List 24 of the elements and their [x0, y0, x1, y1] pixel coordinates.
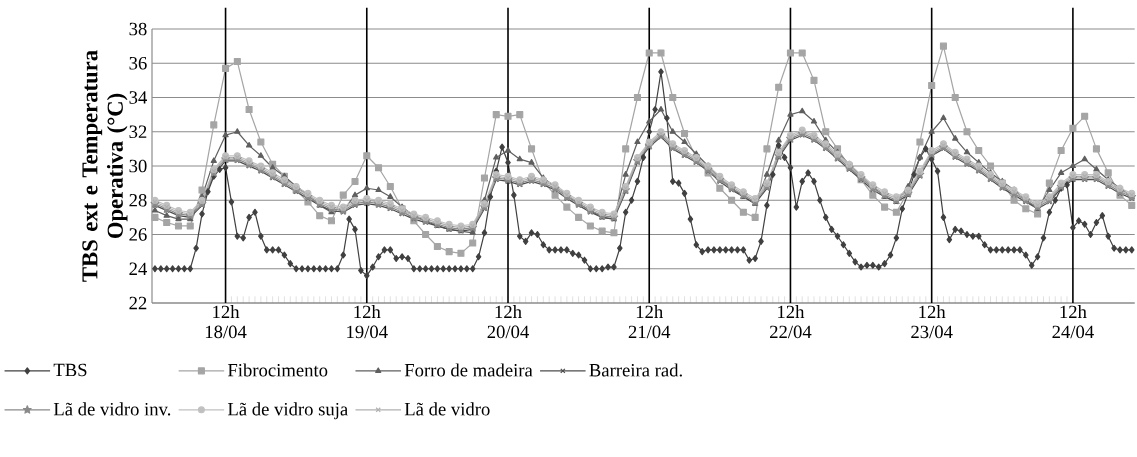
x-tick-label: 12h 21/04	[628, 305, 671, 339]
y-tick-label: 38	[129, 22, 147, 36]
legend-label: TBS	[53, 363, 87, 377]
y-tick-label: 28	[129, 193, 147, 207]
y-tick-label: 26	[129, 228, 147, 241]
x-tick-label: 12h 19/04	[347, 305, 388, 339]
legend-label: Fibrocimento	[227, 363, 328, 377]
y-tick-label: 32	[129, 125, 147, 139]
x-tick-label: 12h 20/04	[487, 305, 529, 339]
legend-label: Lã de vidro suja	[227, 402, 348, 420]
legend-label: Lã de vidro	[404, 402, 490, 416]
y-tick-label: 30	[129, 159, 147, 173]
x-tick-label: 12h 22/04	[770, 305, 812, 339]
y-tick-label: 22	[129, 296, 147, 310]
legend-label: Lã de vidro inv.	[53, 402, 171, 416]
y-tick-label: 24	[129, 262, 148, 275]
y-tick-label: 34	[129, 91, 148, 104]
legend-label: Barreira rad.	[589, 363, 682, 377]
y-axis-title: TBS ext e Temperatura Operativa (°C)	[82, 50, 128, 282]
legend-label: Forro de madeira	[404, 363, 533, 377]
x-tick-label: 12h 23/04	[911, 305, 953, 339]
x-tick-label: 12h 18/04	[205, 305, 247, 339]
x-tick-label: 12h 24/04	[1052, 305, 1094, 339]
y-tick-label: 36	[129, 56, 147, 70]
